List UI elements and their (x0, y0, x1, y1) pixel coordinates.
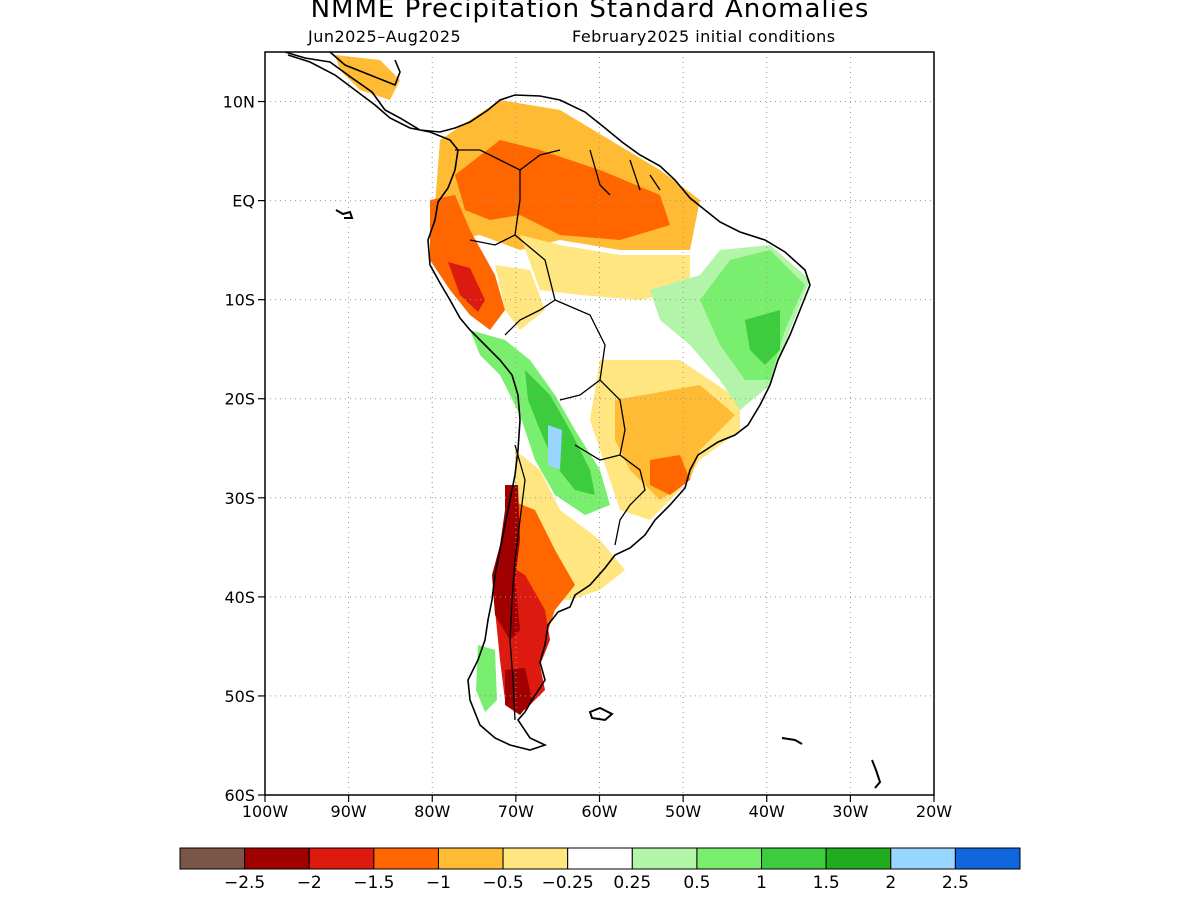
country-borders (455, 149, 661, 721)
colorbar-label: 1 (756, 873, 767, 893)
colorbar (179, 847, 1021, 870)
lat-tick-label: 30S (224, 489, 255, 508)
south-america-coastline (284, 52, 811, 751)
colorbar-label: 2.5 (942, 873, 969, 893)
anomaly-caribbean (335, 55, 400, 100)
anomaly-patagonia-red (505, 668, 532, 715)
falkland-islands (588, 706, 614, 722)
forecast-period: Jun2025–Aug2025 (308, 27, 462, 46)
anomaly-field (285, 52, 810, 745)
colorbar-label: 1.5 (813, 873, 840, 893)
colorbar-swatch (179, 847, 246, 870)
lat-tick-label: 10S (224, 291, 255, 310)
colorbar-swatch (502, 847, 569, 870)
colorbar-label: −2.5 (224, 873, 265, 893)
lon-tick-label: 70W (498, 802, 534, 821)
axis-ticks (258, 100, 935, 802)
lat-tick-label: 50S (224, 687, 255, 706)
colorbar-swatch (890, 847, 956, 870)
lat-tick-label: 40S (224, 588, 255, 607)
anomaly-brazil-orange (615, 385, 735, 500)
colorbar-label: 2 (885, 873, 896, 893)
anomaly-north-yellow (520, 235, 690, 300)
colorbar-label: −0.5 (482, 873, 523, 893)
lon-tick-label: 50W (665, 802, 701, 821)
south-georgia (781, 737, 803, 745)
lon-tick-label: 20W (916, 802, 952, 821)
atlantic-islands (871, 759, 882, 789)
lon-tick-label: 40W (749, 802, 785, 821)
colorbar-swatch (437, 847, 504, 870)
map-title: NMME Precipitation Standard Anomalies (310, 0, 870, 24)
colorbar-swatch (373, 847, 439, 870)
colorbar-swatch (631, 847, 698, 870)
lon-tick-label: 30W (832, 802, 868, 821)
lat-tick-label: EQ (232, 192, 255, 211)
anomaly-peru-orange (430, 195, 505, 330)
lon-tick-label: 90W (331, 802, 367, 821)
colorbar-label: −0.25 (542, 873, 594, 893)
colorbar-label: −1.5 (353, 873, 394, 893)
coastline-and-borders (284, 52, 882, 789)
anomaly-andes-blue (548, 425, 562, 470)
anomaly-brazil-darkorange (650, 455, 690, 495)
lon-tick-label: 100W (242, 802, 289, 821)
colorbar-swatch (696, 847, 763, 870)
lat-tick-label: 10N (223, 93, 255, 112)
colorbar-swatch (567, 847, 633, 870)
anomaly-nebrazil-darkgreen (745, 310, 780, 365)
galapagos-islands (335, 209, 354, 219)
colorbar-swatch (308, 847, 375, 870)
colorbar-swatch (244, 847, 310, 870)
colorbar-label: −1 (426, 873, 451, 893)
colorbar-swatch (825, 847, 892, 870)
lon-tick-label: 60W (581, 802, 617, 821)
colorbar-labels: −2.5 −2 −1.5 −1 −0.5 −0.25 0.25 0.5 1 1.5 2 2.5 (224, 873, 969, 893)
initial-conditions: February2025 initial conditions (572, 27, 836, 46)
colorbar-label: 0.25 (613, 873, 651, 893)
colorbar-label: −2 (297, 873, 322, 893)
colorbar-label: 0.5 (683, 873, 710, 893)
lon-tick-label: 80W (414, 802, 450, 821)
anomaly-south-darkred (492, 485, 520, 640)
lat-tick-label: 20S (224, 390, 255, 409)
colorbar-swatch (954, 847, 1021, 870)
anomaly-chile-green (476, 645, 497, 712)
central-america-coast (329, 52, 401, 87)
lat-tick-label: 60S (224, 786, 255, 805)
colorbar-swatch (761, 847, 827, 870)
